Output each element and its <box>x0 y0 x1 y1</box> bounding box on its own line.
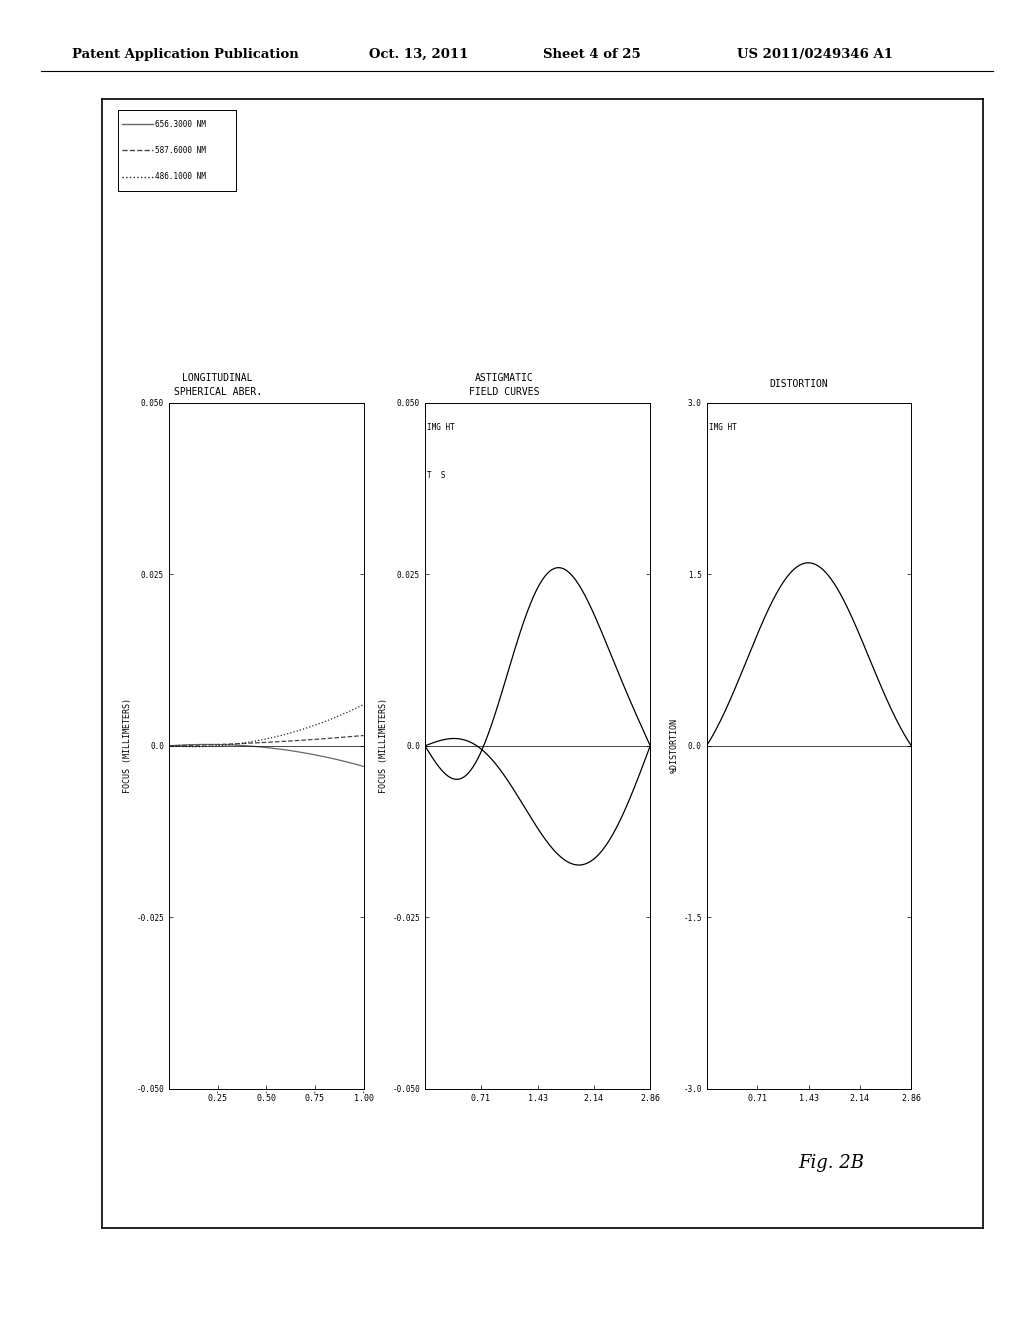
Text: DISTORTION: DISTORTION <box>769 379 828 389</box>
Y-axis label: FOCUS (MILLIMETERS): FOCUS (MILLIMETERS) <box>123 698 132 793</box>
Text: Oct. 13, 2011: Oct. 13, 2011 <box>369 48 468 61</box>
Text: Sheet 4 of 25: Sheet 4 of 25 <box>543 48 640 61</box>
Text: Fig. 2B: Fig. 2B <box>799 1154 864 1172</box>
Y-axis label: %DISTORTION: %DISTORTION <box>670 718 679 774</box>
Text: 656.3000 NM: 656.3000 NM <box>156 120 206 129</box>
Y-axis label: FOCUS (MILLIMETERS): FOCUS (MILLIMETERS) <box>379 698 388 793</box>
Text: IMG HT: IMG HT <box>427 424 455 432</box>
Text: SPHERICAL ABER.: SPHERICAL ABER. <box>173 387 262 397</box>
Text: T  S: T S <box>427 471 445 480</box>
Text: US 2011/0249346 A1: US 2011/0249346 A1 <box>737 48 893 61</box>
Text: Patent Application Publication: Patent Application Publication <box>72 48 298 61</box>
Text: FIELD CURVES: FIELD CURVES <box>469 387 539 397</box>
Text: ASTIGMATIC: ASTIGMATIC <box>474 372 534 383</box>
Text: 587.6000 NM: 587.6000 NM <box>156 147 206 154</box>
Text: IMG HT: IMG HT <box>709 424 736 432</box>
Text: 486.1000 NM: 486.1000 NM <box>156 172 206 181</box>
Text: LONGITUDINAL: LONGITUDINAL <box>182 372 253 383</box>
